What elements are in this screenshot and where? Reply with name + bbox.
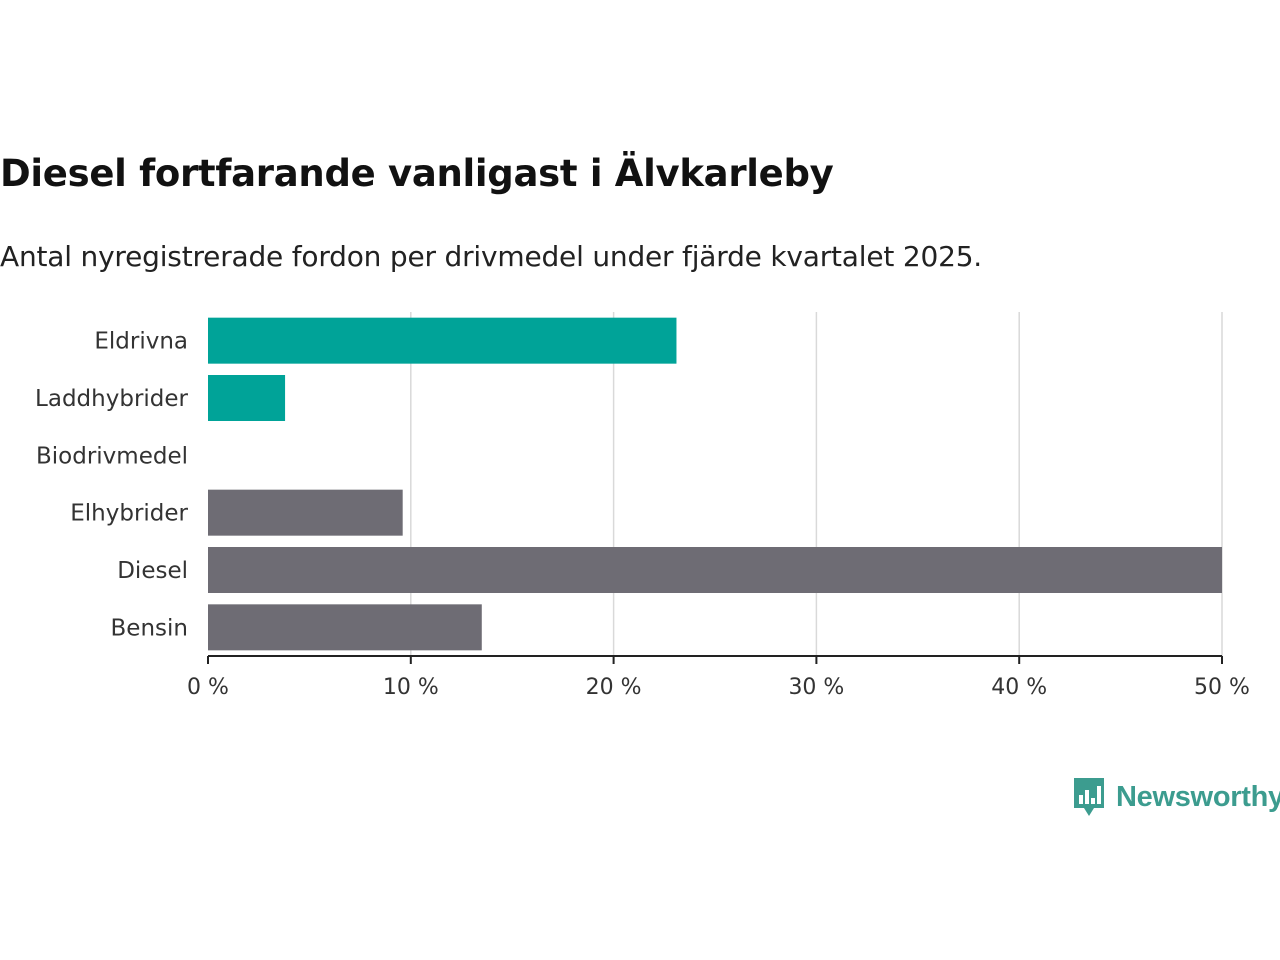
category-label: Biodrivmedel (36, 443, 188, 469)
x-tick-label: 50 % (1194, 675, 1250, 700)
chart-title: Diesel fortfarande vanligast i Älvkarleb… (0, 152, 834, 195)
bar-elhybrider (208, 489, 403, 536)
brand-name: Newsworthy (1116, 780, 1280, 813)
x-tick-label: 30 % (788, 675, 844, 700)
x-ticks: 0 % 10 % 20 % 30 % 40 % 50 % (187, 656, 1250, 700)
bar-bensin (208, 604, 482, 651)
bars (208, 317, 1222, 651)
brand-logo: Newsworthy (1072, 776, 1280, 818)
gridlines (410, 312, 1223, 656)
newsworthy-logo-icon (1074, 778, 1104, 816)
bar-chart: Eldrivna Laddhybrider Biodrivmedel Elhybrid… (35, 312, 1250, 700)
x-tick-label: 40 % (991, 675, 1047, 700)
category-label: Bensin (111, 615, 188, 641)
category-label: Eldrivna (94, 329, 188, 355)
bar-eldrivna (208, 317, 677, 364)
x-tick-label: 0 % (187, 675, 229, 700)
chart-subtitle: Antal nyregistrerade fordon per drivmede… (0, 240, 983, 273)
category-labels: Eldrivna Laddhybrider Biodrivmedel Elhybrid… (35, 329, 188, 642)
category-label: Diesel (117, 558, 188, 584)
bar-diesel (208, 547, 1222, 593)
bar-laddhybrider (208, 375, 286, 421)
x-tick-label: 20 % (586, 675, 642, 700)
x-tick-label: 10 % (383, 675, 439, 700)
category-label: Laddhybrider (35, 386, 188, 412)
category-label: Elhybrider (70, 501, 188, 527)
